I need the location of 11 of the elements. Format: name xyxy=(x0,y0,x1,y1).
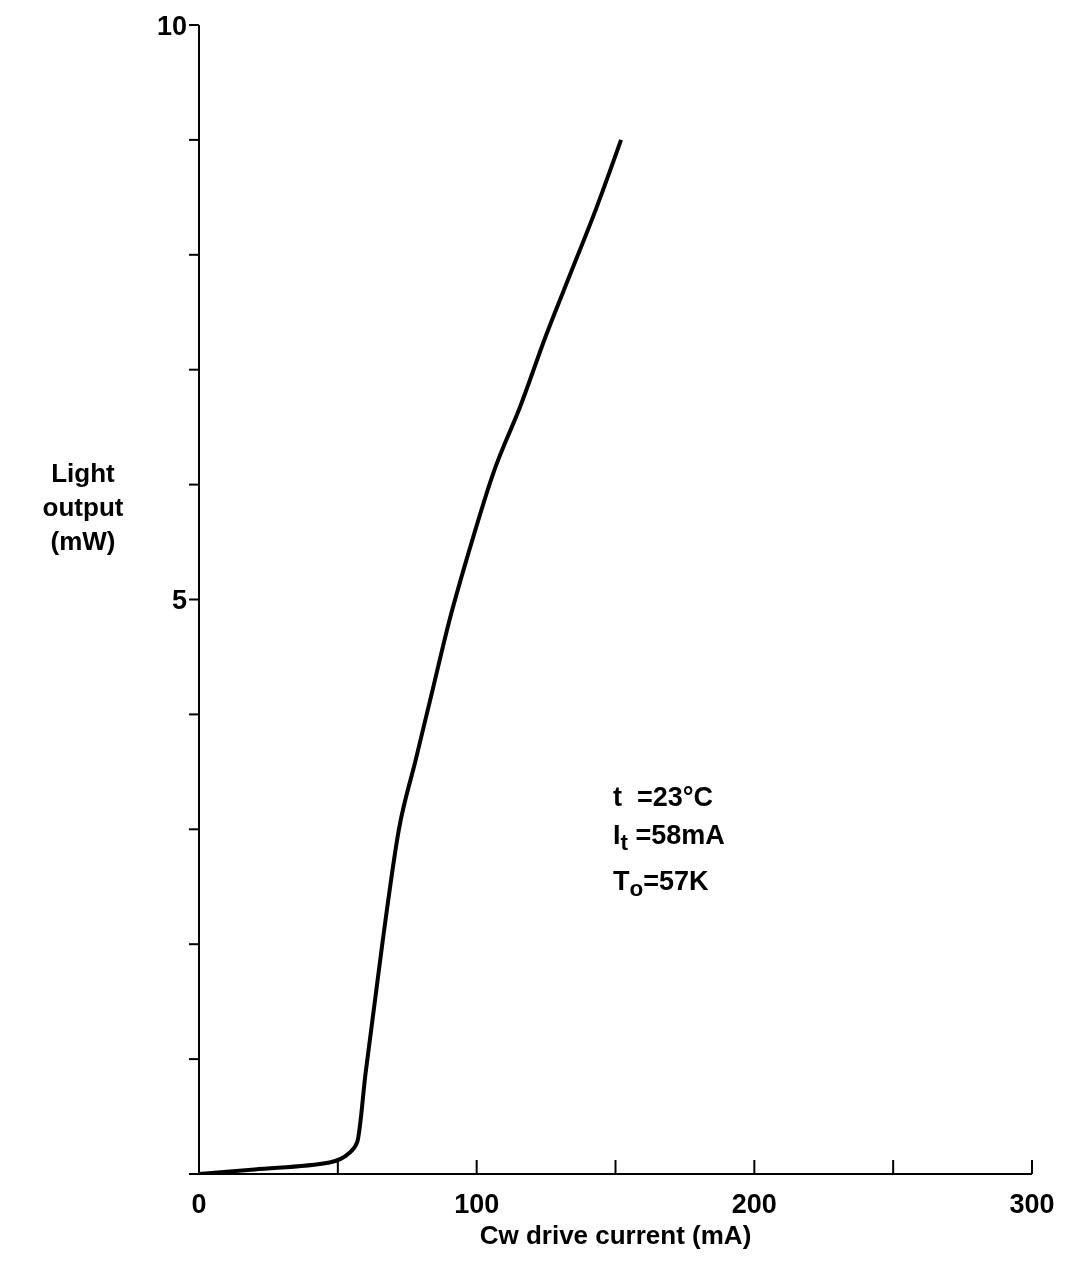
y-axis-title: Light output (mW) xyxy=(41,457,125,558)
x-tick-label: 100 xyxy=(454,1189,500,1220)
annotation: T$_{o}$=57K xyxy=(613,865,710,904)
x-tick-label: 0 xyxy=(191,1189,207,1220)
x-tick-label: 300 xyxy=(1009,1189,1055,1220)
y-tick-label: 5 xyxy=(171,585,187,616)
x-tick-label: 200 xyxy=(731,1189,777,1220)
annotation: t =23°C xyxy=(613,781,715,814)
y-tick-label: 10 xyxy=(156,10,187,41)
annotation: I$_{t}$ =58mA xyxy=(613,819,725,858)
x-axis-title: Cw drive current (mA) xyxy=(478,1220,753,1251)
